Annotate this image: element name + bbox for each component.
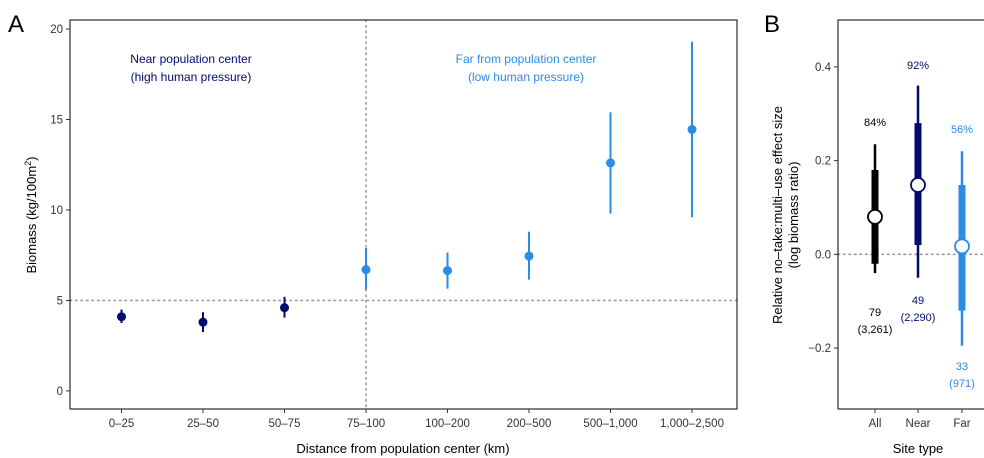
b-x-tick-label-1: Near <box>906 418 931 430</box>
panel-a-x-axis-title: Distance from population center (km) <box>296 441 509 456</box>
y-axis-title-main: Biomass (kg/100m <box>24 166 39 274</box>
data-point-2 <box>280 303 289 313</box>
y-tick-label-2: 10 <box>50 205 63 217</box>
annotation-near-line1: Near population center <box>130 52 251 66</box>
data-point-6 <box>606 158 615 168</box>
panel-b-marks <box>867 85 970 346</box>
all-percent-label: 84% <box>864 117 886 129</box>
b-y-tick-label-3: 0.4 <box>815 62 832 74</box>
far-percent-label: 56% <box>951 124 973 136</box>
y-tick-label-4: 20 <box>50 24 63 36</box>
annotation-near-line2: (high human pressure) <box>131 70 252 84</box>
data-point-1 <box>198 317 208 327</box>
x-tick-label-7: 1,000–2,500 <box>660 418 724 430</box>
b-x-tick-label-2: Far <box>953 418 970 430</box>
near-n-label: 49 <box>912 295 924 307</box>
data-point-7 <box>687 124 697 134</box>
panel-b-y-ticks: −0.2 0.0 0.2 0.4 <box>808 62 838 355</box>
panel-b: B −0.2 0.0 0.2 0.4 All Near Far 84% 92% 56% 7… <box>764 11 984 456</box>
x-tick-label-4: 100–200 <box>425 418 470 430</box>
panel-a-y-ticks: 0 5 10 15 20 <box>50 24 70 398</box>
y-tick-label-0: 0 <box>57 386 63 398</box>
x-tick-label-2: 50–75 <box>269 418 301 430</box>
near-sites-label: (2,290) <box>901 312 936 324</box>
y-tick-label-3: 15 <box>50 115 63 127</box>
data-point-4 <box>443 266 452 276</box>
x-tick-label-6: 500–1,000 <box>583 418 637 430</box>
far-sites-label: (971) <box>949 378 975 390</box>
panel-a-letter: A <box>8 11 24 38</box>
near-percent-label: 92% <box>907 60 929 72</box>
panel-b-x-axis-title: Site type <box>893 441 944 456</box>
effect-point-2 <box>954 238 970 255</box>
data-point-3 <box>361 265 371 275</box>
panel-a-marks <box>117 41 697 333</box>
panel-a-reference-lines <box>69 19 738 410</box>
x-tick-label-1: 25–50 <box>187 418 219 430</box>
panel-a-x-ticks: 0–25 25–50 50–75 75–100 100–200 200–500 500–1,… <box>109 409 724 430</box>
annotation-far-line2: (low human pressure) <box>468 70 584 84</box>
panel-b-y-axis-title-line1: Relative no–take:multi–use effect size <box>770 106 785 324</box>
b-x-tick-label-0: All <box>869 418 882 430</box>
panel-a-frame <box>69 19 738 410</box>
panel-b-letter: B <box>764 11 780 38</box>
panel-a-y-axis-title: Biomass (kg/100m2) <box>23 156 39 273</box>
panel-b-y-axis-title-line2: (log biomass ratio) <box>786 162 801 269</box>
x-tick-label-5: 200–500 <box>507 418 552 430</box>
all-n-label: 79 <box>869 307 881 319</box>
y-tick-label-1: 5 <box>57 295 63 307</box>
all-sites-label: (3,261) <box>858 324 893 336</box>
data-point-5 <box>524 251 534 261</box>
y-axis-title-close: ) <box>24 156 39 160</box>
x-tick-label-0: 0–25 <box>109 418 135 430</box>
effect-point-1 <box>910 177 926 193</box>
far-n-label: 33 <box>956 361 968 373</box>
panel-b-x-ticks: All Near Far <box>869 409 971 430</box>
b-y-tick-label-2: 0.2 <box>815 156 831 168</box>
data-point-0 <box>117 312 126 322</box>
annotation-far-line1: Far from population center <box>456 52 597 66</box>
y-axis-title-superscript: 2 <box>23 161 33 166</box>
x-tick-label-3: 75–100 <box>347 418 385 430</box>
b-y-tick-label-1: 0.0 <box>815 249 831 261</box>
b-y-tick-label-0: −0.2 <box>808 343 831 355</box>
effect-point-0 <box>867 208 883 225</box>
